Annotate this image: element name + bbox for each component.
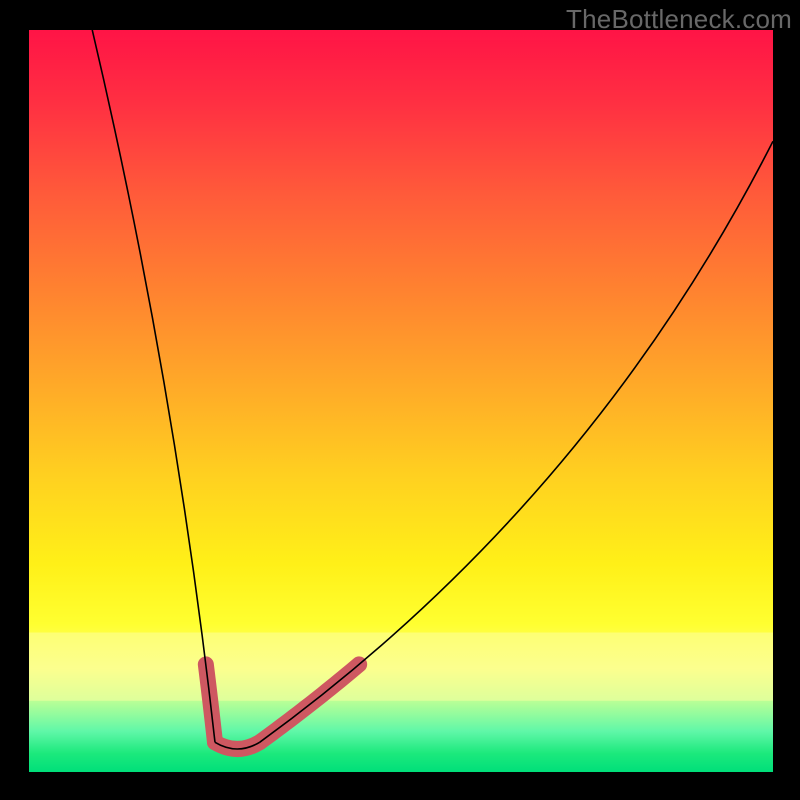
plot-svg xyxy=(29,30,773,772)
plot-area xyxy=(29,30,773,772)
pale-band xyxy=(29,633,773,701)
chart-frame: TheBottleneck.com xyxy=(0,0,800,800)
attribution-text: TheBottleneck.com xyxy=(566,4,792,35)
